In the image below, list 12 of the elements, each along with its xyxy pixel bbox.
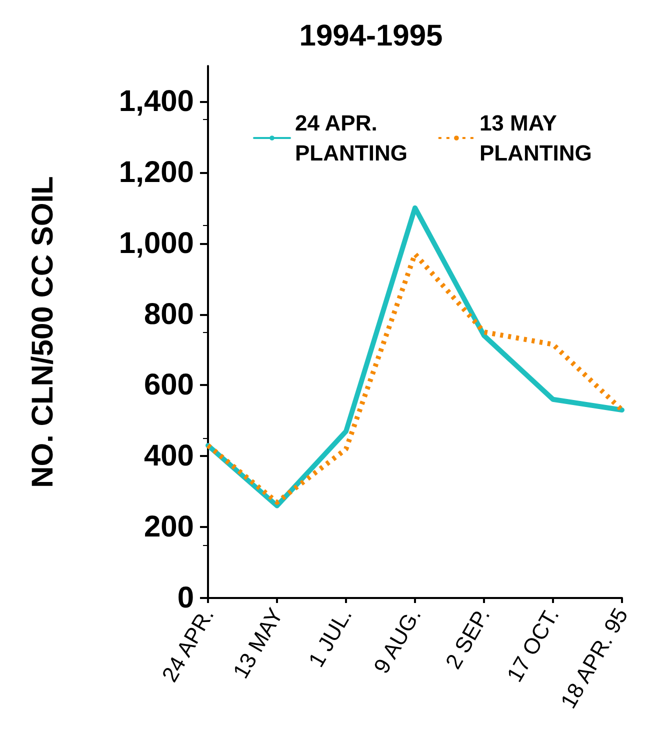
y-tick-label: 1,400 [118,84,194,118]
y-tick-label: 600 [144,368,194,402]
y-tick-label: 1,200 [118,156,194,189]
y-tick-label: 0 [177,582,194,614]
y-axis-title: NO. CLN/500 CC SOIL [26,176,60,488]
y-tick-label: 1,000 [118,226,194,260]
chart-title: 1994-1995 [299,20,443,52]
y-tick-label: 400 [144,440,194,473]
legend-label: 24 APR. PLANTING [295,110,408,166]
y-tick-label: 800 [144,298,194,331]
y-tick-label: 200 [144,510,194,544]
legend-label: 13 MAY PLANTING [479,110,592,166]
